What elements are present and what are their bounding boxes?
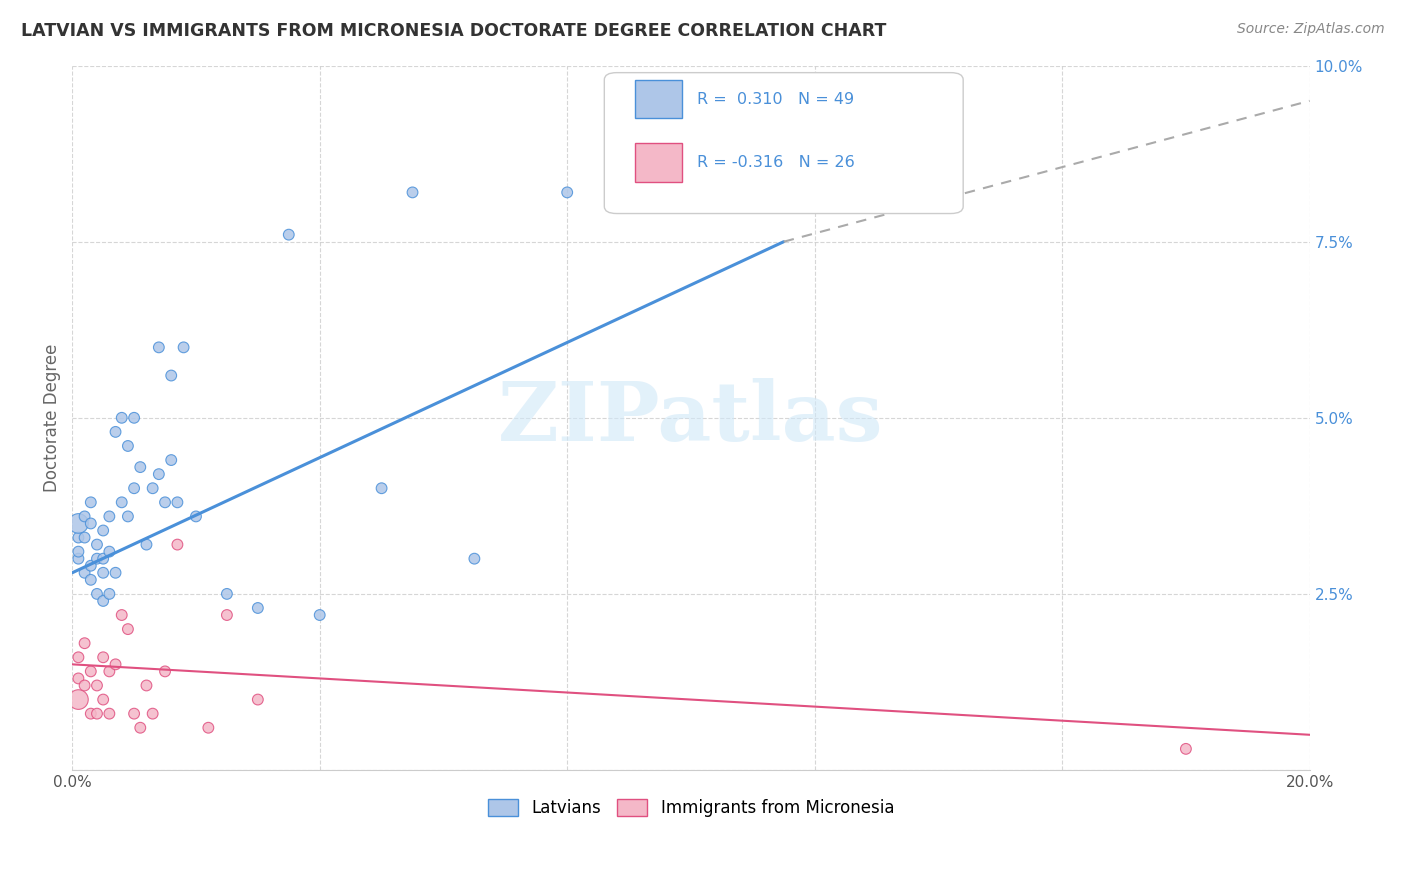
Point bbox=[104, 425, 127, 439]
Point bbox=[86, 706, 108, 721]
Point bbox=[463, 551, 485, 566]
Point bbox=[111, 607, 134, 622]
Point bbox=[117, 622, 139, 636]
Point bbox=[91, 551, 114, 566]
Point bbox=[80, 558, 103, 573]
Point bbox=[166, 538, 188, 552]
Point bbox=[91, 566, 114, 580]
Point bbox=[104, 657, 127, 672]
Point bbox=[246, 601, 269, 615]
Legend: Latvians, Immigrants from Micronesia: Latvians, Immigrants from Micronesia bbox=[479, 790, 903, 825]
Point bbox=[117, 509, 139, 524]
Point bbox=[142, 481, 165, 495]
Point bbox=[67, 544, 90, 558]
Point bbox=[129, 721, 152, 735]
Point bbox=[98, 706, 121, 721]
Point bbox=[148, 467, 170, 482]
Y-axis label: Doctorate Degree: Doctorate Degree bbox=[44, 343, 60, 492]
FancyBboxPatch shape bbox=[605, 72, 963, 213]
Point bbox=[135, 538, 157, 552]
Point bbox=[91, 524, 114, 538]
Point bbox=[370, 481, 392, 495]
Point bbox=[86, 678, 108, 692]
Point bbox=[173, 340, 195, 354]
Point bbox=[73, 636, 96, 650]
Point bbox=[73, 531, 96, 545]
Point bbox=[148, 340, 170, 354]
Point bbox=[246, 692, 269, 706]
Point bbox=[142, 706, 165, 721]
Text: Source: ZipAtlas.com: Source: ZipAtlas.com bbox=[1237, 22, 1385, 37]
Text: LATVIAN VS IMMIGRANTS FROM MICRONESIA DOCTORATE DEGREE CORRELATION CHART: LATVIAN VS IMMIGRANTS FROM MICRONESIA DO… bbox=[21, 22, 886, 40]
Text: R = -0.316   N = 26: R = -0.316 N = 26 bbox=[697, 155, 855, 170]
Point bbox=[86, 538, 108, 552]
FancyBboxPatch shape bbox=[636, 79, 682, 119]
Point bbox=[111, 410, 134, 425]
Point bbox=[80, 706, 103, 721]
Point bbox=[98, 509, 121, 524]
Point bbox=[215, 587, 238, 601]
Point bbox=[555, 186, 578, 200]
Point bbox=[80, 516, 103, 531]
Point bbox=[215, 607, 238, 622]
Point bbox=[184, 509, 207, 524]
Point bbox=[153, 665, 176, 679]
Point bbox=[67, 650, 90, 665]
Point bbox=[67, 551, 90, 566]
Point bbox=[73, 566, 96, 580]
Point bbox=[86, 587, 108, 601]
Point bbox=[135, 678, 157, 692]
Point bbox=[98, 665, 121, 679]
Point bbox=[160, 453, 183, 467]
Point bbox=[104, 566, 127, 580]
Point bbox=[80, 495, 103, 509]
Point bbox=[153, 495, 176, 509]
Point bbox=[80, 665, 103, 679]
Point bbox=[122, 706, 145, 721]
Point bbox=[401, 186, 423, 200]
Point bbox=[80, 573, 103, 587]
Point bbox=[67, 531, 90, 545]
Text: ZIPatlas: ZIPatlas bbox=[498, 378, 884, 458]
Point bbox=[111, 495, 134, 509]
Point bbox=[160, 368, 183, 383]
Text: R =  0.310   N = 49: R = 0.310 N = 49 bbox=[697, 92, 855, 106]
Point bbox=[73, 509, 96, 524]
Point bbox=[197, 721, 219, 735]
Point bbox=[308, 607, 330, 622]
Point bbox=[277, 227, 299, 242]
Point bbox=[166, 495, 188, 509]
Point bbox=[741, 199, 763, 213]
Point bbox=[67, 672, 90, 686]
Point bbox=[73, 678, 96, 692]
FancyBboxPatch shape bbox=[636, 143, 682, 182]
Point bbox=[91, 594, 114, 608]
Point bbox=[117, 439, 139, 453]
Point bbox=[122, 481, 145, 495]
Point bbox=[67, 516, 90, 531]
Point bbox=[91, 650, 114, 665]
Point bbox=[1174, 742, 1197, 756]
Point bbox=[98, 587, 121, 601]
Point bbox=[67, 692, 90, 706]
Point bbox=[98, 544, 121, 558]
Point bbox=[122, 410, 145, 425]
Point bbox=[91, 692, 114, 706]
Point bbox=[129, 460, 152, 475]
Point bbox=[86, 551, 108, 566]
